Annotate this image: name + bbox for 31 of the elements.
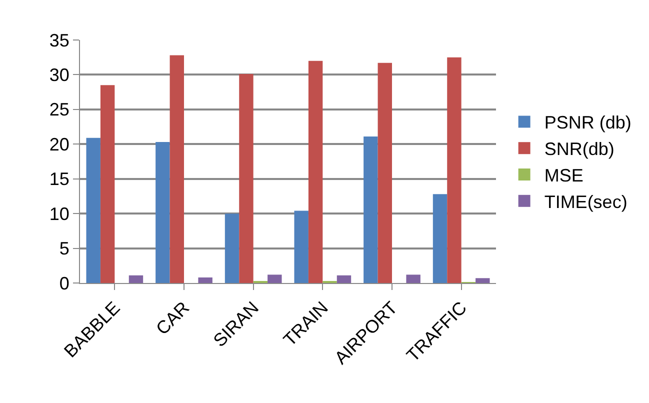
bar (294, 210, 308, 283)
bar (156, 142, 170, 283)
bar (86, 138, 100, 283)
legend-label: TIME(sec) (544, 192, 628, 212)
y-tick-label: 15 (49, 169, 70, 190)
bar (378, 62, 392, 283)
y-tick-label: 35 (49, 30, 70, 50)
bar (198, 277, 212, 283)
y-tick-label: 5 (59, 238, 70, 259)
bar (336, 275, 352, 283)
bar (476, 278, 490, 283)
bar (268, 274, 282, 283)
bar (100, 85, 115, 283)
y-tick-label: 20 (49, 134, 70, 154)
bar (406, 274, 420, 283)
y-tick-label: 10 (49, 204, 70, 224)
bar (364, 136, 378, 283)
bar (239, 74, 254, 283)
y-tick-label: 30 (49, 65, 70, 86)
legend-label: MSE (544, 166, 584, 186)
legend-label: PSNR (db) (544, 112, 632, 133)
bar (447, 57, 462, 283)
bar (224, 214, 240, 283)
y-tick-label: 25 (49, 100, 70, 120)
x-tick-label: CAR (152, 298, 194, 339)
bar (128, 275, 144, 283)
legend-label: SNR(db) (544, 139, 614, 160)
bar (308, 60, 323, 283)
y-tick-label: 0 (59, 273, 70, 294)
bar (432, 194, 448, 283)
bar (170, 55, 184, 283)
